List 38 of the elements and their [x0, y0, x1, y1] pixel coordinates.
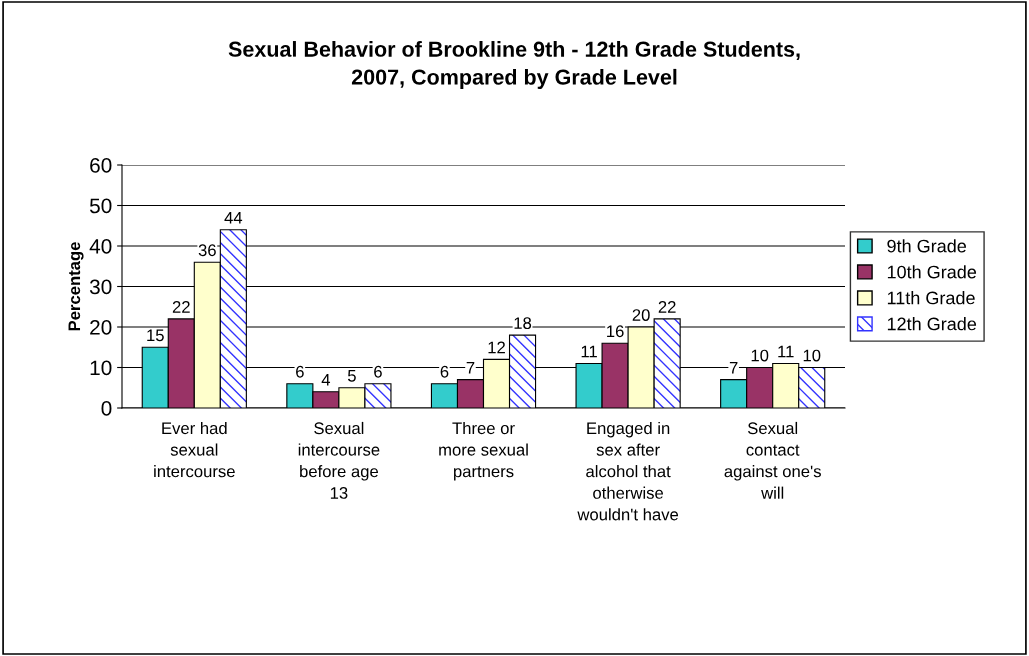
- data-label: 5: [347, 370, 356, 382]
- data-label: 10: [803, 349, 821, 362]
- chart-title: Sexual Behavior of Brookline 9th - 12th Grade Students, 2007, Compared by Grade Level: [228, 41, 800, 89]
- data-label: 11: [778, 345, 794, 358]
- data-label: 6: [440, 365, 449, 378]
- data-label: 22: [658, 301, 676, 313]
- data-label: 22: [172, 301, 190, 313]
- legend-label: 12th Grade: [887, 317, 977, 331]
- legend-label: 10th Grade: [887, 265, 977, 279]
- data-label: 18: [514, 317, 532, 330]
- x-tick-label: Ever had sexual intercourse: [154, 421, 235, 478]
- data-label: 7: [729, 361, 738, 374]
- data-label: 11: [581, 345, 597, 358]
- y-tick-label: 40: [89, 239, 112, 254]
- data-label: 7: [466, 361, 475, 374]
- data-label: 20: [632, 309, 650, 321]
- data-label: 36: [198, 244, 216, 257]
- legend-label: 11th Grade: [887, 291, 975, 305]
- y-axis-title: Percentage: [68, 242, 84, 331]
- y-tick-label: 10: [90, 360, 112, 376]
- y-tick-label: 60: [90, 158, 112, 173]
- x-tick-label: Three or more sexual partners: [439, 421, 528, 481]
- data-label: 15: [147, 329, 164, 342]
- x-tick-label: Sexual contact against one's will: [724, 421, 821, 499]
- data-label: 4: [321, 374, 331, 386]
- data-label: 16: [607, 325, 624, 338]
- data-label: 10: [751, 349, 769, 362]
- x-tick-label: Sexual intercourse before age 13: [298, 421, 380, 499]
- data-label: 12: [488, 341, 505, 354]
- data-label: 6: [296, 365, 304, 378]
- y-tick-label: 20: [90, 320, 112, 335]
- y-tick-label: 50: [89, 198, 112, 214]
- y-tick-label: 0: [101, 401, 112, 416]
- data-label: 6: [374, 365, 382, 378]
- y-tick-label: 30: [89, 279, 112, 295]
- legend-label: 9th Grade: [887, 239, 967, 253]
- x-tick-label: Engaged in sex after alcohol that otherwise wouldn't have: [577, 421, 679, 521]
- data-label: 44: [224, 212, 243, 224]
